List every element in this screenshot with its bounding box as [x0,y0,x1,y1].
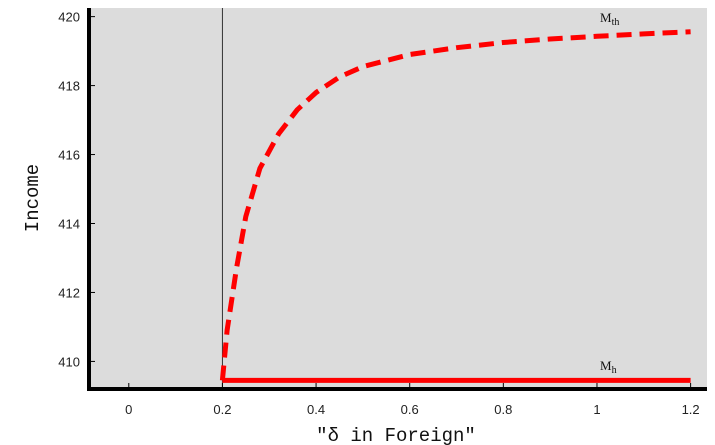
plot-background [89,8,707,389]
x-tick-label: 0.6 [401,402,419,417]
series-layer [219,29,691,383]
x-tick-label: 0 [125,402,132,417]
x-ticks: 0 0.2 0.4 0.6 0.8 1 1.2 [125,383,700,417]
y-tick-label: 418 [58,79,80,94]
y-ticks: 410 412 414 416 418 420 [58,10,95,369]
y-tick-label: 416 [58,148,80,163]
x-tick-label: 1 [593,402,600,417]
x-axis-title: "δ in Foreign" [316,425,476,445]
y-tick-label: 410 [58,354,80,369]
x-tick-label: 1.2 [682,402,700,417]
x-tick-label: 0.2 [213,402,231,417]
y-tick-label: 412 [58,285,80,300]
y-tick-label: 414 [58,216,80,231]
y-tick-label: 420 [58,10,80,25]
x-tick-label: 0.4 [307,402,325,417]
y-axis-title: Income [22,164,44,232]
series-line-mth [219,29,691,381]
x-tick-label: 0.8 [494,402,512,417]
